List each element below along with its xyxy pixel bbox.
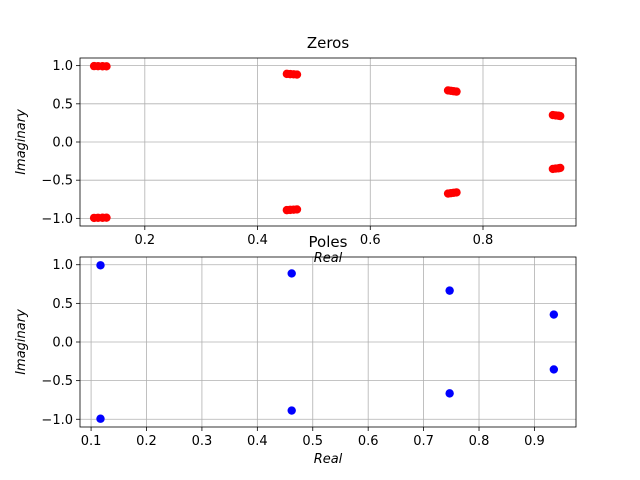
- poles-x-axis-label: Real: [314, 452, 343, 467]
- poles-y-axis-label: Imaginary: [14, 309, 29, 375]
- zeros-x-tick-label: 0.6: [360, 233, 381, 248]
- zeros-point: [556, 163, 565, 173]
- zeros-y-tick-label: 0.5: [52, 97, 73, 112]
- zeros-y-axis-label: Imaginary: [14, 109, 29, 175]
- zeros-y-tick-label: 0.0: [52, 136, 73, 151]
- zeros-y-tick-label: 1.0: [52, 59, 73, 74]
- poles-x-tick-label: 0.2: [136, 434, 157, 449]
- poles-point: [445, 286, 454, 295]
- poles-y-tick-label: −0.5: [41, 374, 73, 389]
- poles-point: [445, 389, 454, 398]
- zeros-point: [452, 188, 461, 197]
- poles-point: [96, 414, 105, 423]
- poles-x-tick-label: 0.9: [524, 434, 545, 449]
- zeros-x-tick-label: 0.4: [247, 233, 268, 248]
- poles-title: Poles: [309, 233, 348, 251]
- poles-y-tick-label: 0.5: [52, 297, 73, 312]
- poles-point: [287, 269, 296, 278]
- zeros-point: [292, 70, 302, 79]
- zeros-point: [556, 111, 565, 121]
- poles-point: [287, 406, 296, 415]
- poles-point: [549, 310, 559, 319]
- zeros-point: [452, 87, 461, 96]
- zeros-x-tick-label: 0.2: [134, 233, 155, 248]
- poles-x-tick-label: 0.1: [81, 434, 102, 449]
- poles-x-tick-label: 0.8: [469, 434, 490, 449]
- zeros-x-axis-label: Real: [314, 251, 343, 266]
- poles-y-tick-label: −1.0: [41, 413, 73, 428]
- zeros-point: [292, 205, 302, 214]
- zeros-y-tick-label: −1.0: [41, 212, 73, 227]
- poles-point: [96, 261, 105, 270]
- poles-y-tick-label: 1.0: [52, 258, 73, 273]
- zeros-title: Zeros: [307, 34, 350, 52]
- poles-x-tick-label: 0.3: [192, 434, 213, 449]
- zeros-x-tick-label: 0.8: [473, 233, 494, 248]
- poles-x-tick-label: 0.6: [358, 434, 379, 449]
- zeros-y-tick-label: −0.5: [41, 174, 73, 189]
- poles-point: [549, 365, 559, 374]
- zeros-point: [102, 62, 111, 71]
- poles-y-tick-label: 0.0: [52, 336, 73, 351]
- poles-x-tick-label: 0.4: [247, 434, 268, 449]
- zeros-point: [102, 213, 111, 222]
- poles-x-tick-label: 0.5: [302, 434, 323, 449]
- poles-x-tick-label: 0.7: [413, 434, 434, 449]
